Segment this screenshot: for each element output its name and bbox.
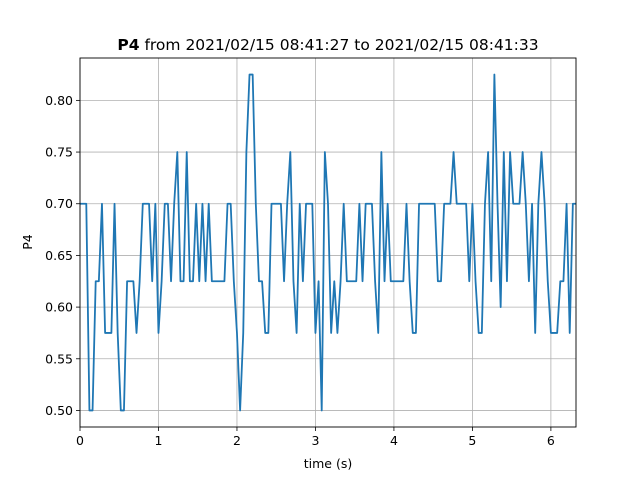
x-tick-label: 6 <box>547 433 555 448</box>
y-tick-label: 0.65 <box>45 248 73 263</box>
chart-title-bold: P4 <box>117 36 139 54</box>
y-tick-label: 0.75 <box>45 145 73 160</box>
y-tick-label: 0.60 <box>45 300 73 315</box>
x-tick-label: 2 <box>233 433 241 448</box>
y-tick-label: 0.70 <box>45 196 73 211</box>
x-tick-label: 4 <box>390 433 398 448</box>
y-tick-label: 0.80 <box>45 93 73 108</box>
x-tick-label: 1 <box>155 433 163 448</box>
x-axis-label: time (s) <box>304 456 352 471</box>
chart-title: P4 from 2021/02/15 08:41:27 to 2021/02/1… <box>117 36 538 54</box>
y-axis-label: P4 <box>20 234 35 250</box>
x-tick-label: 0 <box>76 433 84 448</box>
x-axis: 0 1 2 3 4 5 6 <box>76 427 555 448</box>
series-line <box>80 73 576 412</box>
x-tick-label: 5 <box>468 433 476 448</box>
y-tick-label: 0.55 <box>45 351 73 366</box>
plot-frame <box>79 57 577 428</box>
y-axis: 0.50 0.55 0.60 0.65 0.70 0.75 0.80 <box>45 93 80 418</box>
series-group <box>80 73 576 412</box>
chart-title-rest: from 2021/02/15 08:41:27 to 2021/02/15 0… <box>140 36 539 54</box>
y-tick-label: 0.50 <box>45 403 73 418</box>
x-tick-label: 3 <box>311 433 319 448</box>
